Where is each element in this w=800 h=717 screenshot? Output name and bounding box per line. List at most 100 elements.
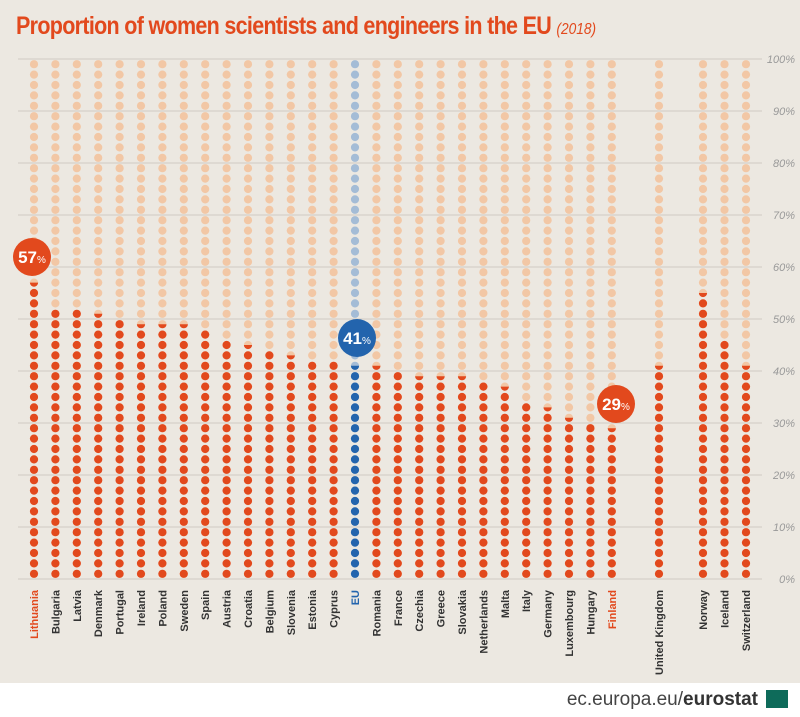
dot-empty [500,278,509,287]
dot-empty [586,101,595,110]
dot-filled [158,548,167,558]
dot-filled [201,424,210,433]
dot-filled [564,559,574,568]
dot-empty [543,299,552,308]
dot-filled [136,424,146,433]
dot-filled [522,455,531,464]
dot-filled [201,413,210,422]
dot-empty [265,257,274,266]
dot-empty [51,101,60,110]
dot-filled [329,465,338,474]
dot-empty [654,184,664,194]
dot-empty [308,174,317,183]
dot-empty [243,320,253,329]
dot-empty [415,184,424,194]
dot-filled [94,559,103,568]
dot-empty [201,153,210,162]
dot-empty [607,278,616,287]
dot-empty [243,80,253,90]
dot-empty [243,288,253,298]
dot-empty [243,184,253,194]
dot-filled [479,403,488,412]
dot-filled [543,496,552,506]
dot-empty [179,164,188,173]
dot-empty [201,278,210,287]
dot-filled [51,444,60,454]
dot-filled [698,559,708,568]
dot-empty [607,372,616,381]
dot-empty [586,247,595,256]
dot-filled [72,392,81,402]
dot-filled [698,330,708,339]
dot-empty [741,60,751,69]
dot-filled [720,372,729,381]
dot-empty [564,382,574,391]
dot-empty [179,247,188,256]
dot-empty [586,288,595,298]
dot-empty [500,236,509,246]
dot-empty [479,164,488,173]
dot-filled [329,496,338,506]
dot-empty [543,351,552,360]
dot-filled [500,392,509,402]
dot-filled [243,434,253,443]
dot-filled [500,424,509,433]
dot-empty [564,184,574,194]
dot-empty [329,132,338,142]
dot-empty [51,205,60,214]
dot-filled [741,528,751,537]
dot-filled [436,486,445,495]
dot-filled [265,382,274,391]
dot-filled [243,569,253,578]
dot-filled [500,465,509,474]
dot-filled [436,455,445,464]
dot-filled [115,413,124,422]
dot-empty [720,278,729,287]
dot-empty [457,351,467,360]
dot-filled [720,392,729,402]
dot-filled [29,351,39,360]
dot-empty [243,268,253,277]
dot-empty [500,288,509,298]
dot-empty [543,372,552,381]
dot-empty [436,184,445,194]
dot-empty [457,112,467,121]
y-tick-label: 60% [773,262,795,274]
dot-filled [586,476,595,485]
x-tick-label: Hungary [585,589,597,635]
dot-empty [564,80,574,90]
dot-empty [741,257,751,266]
dot-filled [698,382,708,391]
dot-filled [308,486,317,495]
dot-filled [51,538,60,547]
callout-finland: 29% [597,385,635,423]
dot-empty [72,101,81,110]
dot-empty [457,320,467,329]
dot-filled [457,507,467,516]
dot-empty [372,216,381,225]
dot-filled [94,538,103,547]
dot-empty [586,403,595,412]
dot-empty [222,330,231,339]
dot-empty [350,60,360,69]
dot-filled [115,496,124,506]
dot-empty [286,112,295,121]
dot-empty [500,299,509,308]
dot-empty [564,268,574,277]
dot-empty [115,184,124,194]
dot-empty [29,91,39,100]
dot-empty [741,174,751,183]
filled-dots [179,324,188,578]
dot-empty [158,132,167,142]
dot-filled [741,559,751,568]
dot-empty [415,143,424,152]
dot-filled [51,476,60,485]
dot-empty [136,257,146,266]
dot-empty [179,174,188,183]
dot-filled [350,382,360,391]
dot-filled [479,465,488,474]
dot-empty [500,268,509,277]
dot-empty [29,174,39,183]
dot-empty [698,153,708,162]
dot-filled [654,496,664,506]
